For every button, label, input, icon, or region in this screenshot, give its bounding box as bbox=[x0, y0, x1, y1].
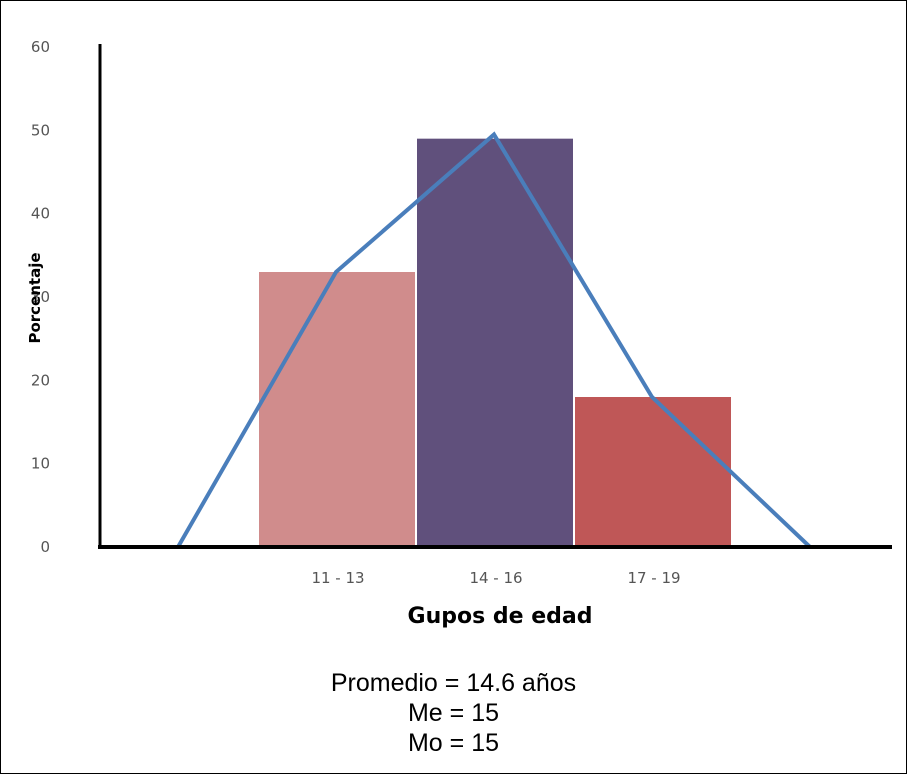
y-tick-label: 20 bbox=[31, 371, 50, 389]
y-tick-label: 40 bbox=[31, 205, 50, 223]
summary-statistics: Promedio = 14.6 años Me = 15 Mo = 15 bbox=[0, 668, 907, 758]
y-tick-label: 60 bbox=[31, 38, 50, 56]
y-tick-label: 10 bbox=[31, 455, 50, 473]
mode-stat: Mo = 15 bbox=[407, 729, 500, 757]
y-tick-label: 50 bbox=[31, 121, 50, 139]
bar bbox=[259, 272, 415, 547]
bar bbox=[575, 397, 731, 547]
y-tick-labels: 0 10 20 30 40 50 60 bbox=[31, 38, 50, 556]
median-stat: Me = 15 bbox=[407, 699, 500, 727]
x-axis-title: Gupos de edad bbox=[408, 604, 593, 629]
mean-stat: Promedio = 14.6 años bbox=[330, 669, 577, 697]
y-axis-title: Porcentaje bbox=[26, 252, 44, 343]
y-tick-label: 0 bbox=[40, 538, 50, 556]
x-tick-label: 11 - 13 bbox=[311, 569, 364, 587]
frequency-polygon-line bbox=[176, 131, 812, 549]
x-tick-label: 17 - 19 bbox=[627, 569, 680, 587]
bar-series bbox=[259, 138, 731, 547]
x-tick-labels: 11 - 13 14 - 16 17 - 19 bbox=[311, 569, 680, 587]
y-tick-label: 30 bbox=[31, 288, 50, 306]
bar bbox=[417, 138, 573, 547]
x-tick-label: 14 - 16 bbox=[469, 569, 522, 587]
